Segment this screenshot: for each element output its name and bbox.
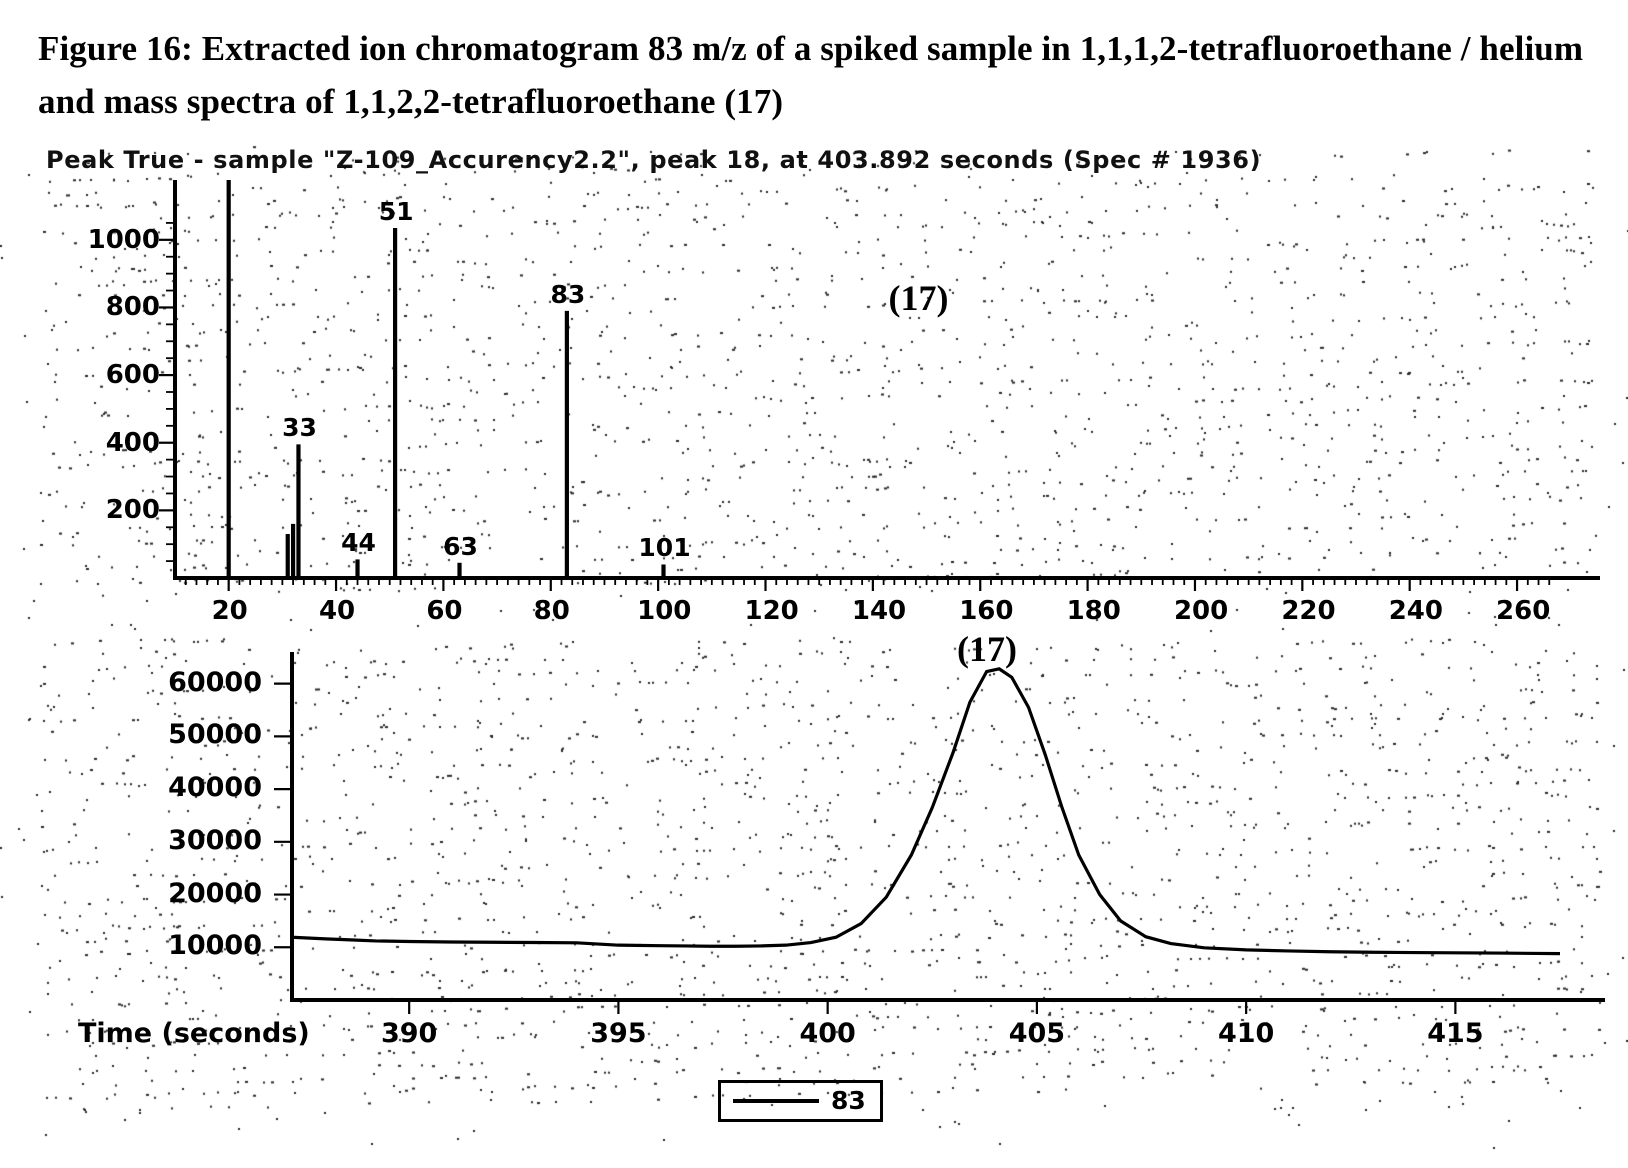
spectrum-header: Peak True - sample "Z-109_Accurency2.2",… bbox=[46, 146, 1586, 174]
y-tick-label-200: 200 bbox=[0, 495, 160, 525]
peak-label-63: 63 bbox=[430, 532, 492, 561]
y-tick-label-1000: 1000 bbox=[0, 225, 160, 255]
legend-label-83: 83 bbox=[831, 1086, 866, 1115]
x-tick-label-400: 400 bbox=[792, 1018, 864, 1049]
x-tick-label-390: 390 bbox=[373, 1018, 445, 1049]
peak-label-101: 101 bbox=[634, 533, 696, 562]
compound-marker-chromatogram: (17) bbox=[957, 628, 1017, 670]
x-tick-label-395: 395 bbox=[582, 1018, 654, 1049]
figure-caption-text: Figure 16: Extracted ion chromatogram 83… bbox=[38, 29, 1583, 121]
y-tick-label-800: 800 bbox=[0, 292, 160, 322]
y-tick-label-60000: 60000 bbox=[0, 667, 262, 698]
peak-label-33: 33 bbox=[268, 413, 330, 442]
peak-label-83: 83 bbox=[537, 280, 599, 309]
compound-marker-spectrum: (17) bbox=[889, 277, 949, 319]
x-tick-label-405: 405 bbox=[1001, 1018, 1073, 1049]
peak-label-44: 44 bbox=[328, 528, 390, 557]
spectrum-header-text: Peak True - sample "Z-109_Accurency2.2",… bbox=[46, 146, 1261, 174]
x-tick-label-410: 410 bbox=[1210, 1018, 1282, 1049]
chromatogram-legend: 83 bbox=[718, 1080, 883, 1122]
figure-caption: Figure 16: Extracted ion chromatogram 83… bbox=[38, 22, 1598, 128]
y-tick-label-10000: 10000 bbox=[0, 930, 262, 961]
y-tick-label-40000: 40000 bbox=[0, 772, 262, 803]
x-tick-label-415: 415 bbox=[1419, 1018, 1491, 1049]
x-axis-title: Time (seconds) bbox=[78, 1018, 308, 1049]
mass-spectrum-plot bbox=[0, 178, 1628, 618]
y-tick-label-400: 400 bbox=[0, 428, 160, 458]
y-tick-label-600: 600 bbox=[0, 360, 160, 390]
legend-line-swatch bbox=[733, 1099, 819, 1103]
y-tick-label-50000: 50000 bbox=[0, 719, 262, 750]
chromatogram-series-83 bbox=[292, 669, 1560, 954]
chromatogram-chart: 10000 20000 30000 40000 50000 60000 390 395 400 4… bbox=[0, 622, 1628, 1142]
y-tick-label-20000: 20000 bbox=[0, 878, 262, 909]
peak-label-51: 51 bbox=[365, 197, 427, 226]
y-tick-label-30000: 30000 bbox=[0, 825, 262, 856]
mass-spectrum-chart: 2004006008001000204060801001201401601802… bbox=[0, 178, 1628, 618]
